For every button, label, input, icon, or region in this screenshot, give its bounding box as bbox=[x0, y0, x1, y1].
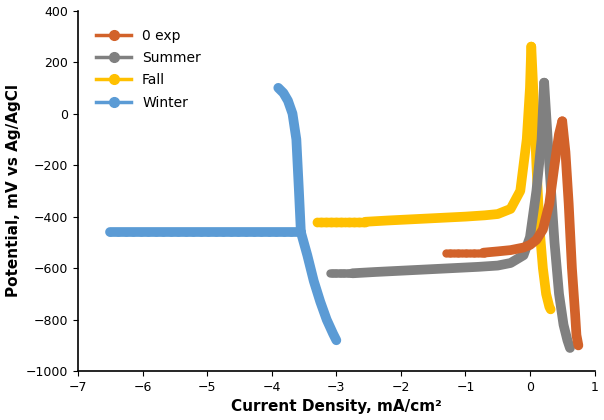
X-axis label: Current Density, mA/cm²: Current Density, mA/cm² bbox=[231, 399, 442, 415]
Legend: 0 exp, Summer, Fall, Winter: 0 exp, Summer, Fall, Winter bbox=[85, 18, 212, 121]
Y-axis label: Potential, mV vs Ag/AgCl: Potential, mV vs Ag/AgCl bbox=[5, 84, 21, 297]
